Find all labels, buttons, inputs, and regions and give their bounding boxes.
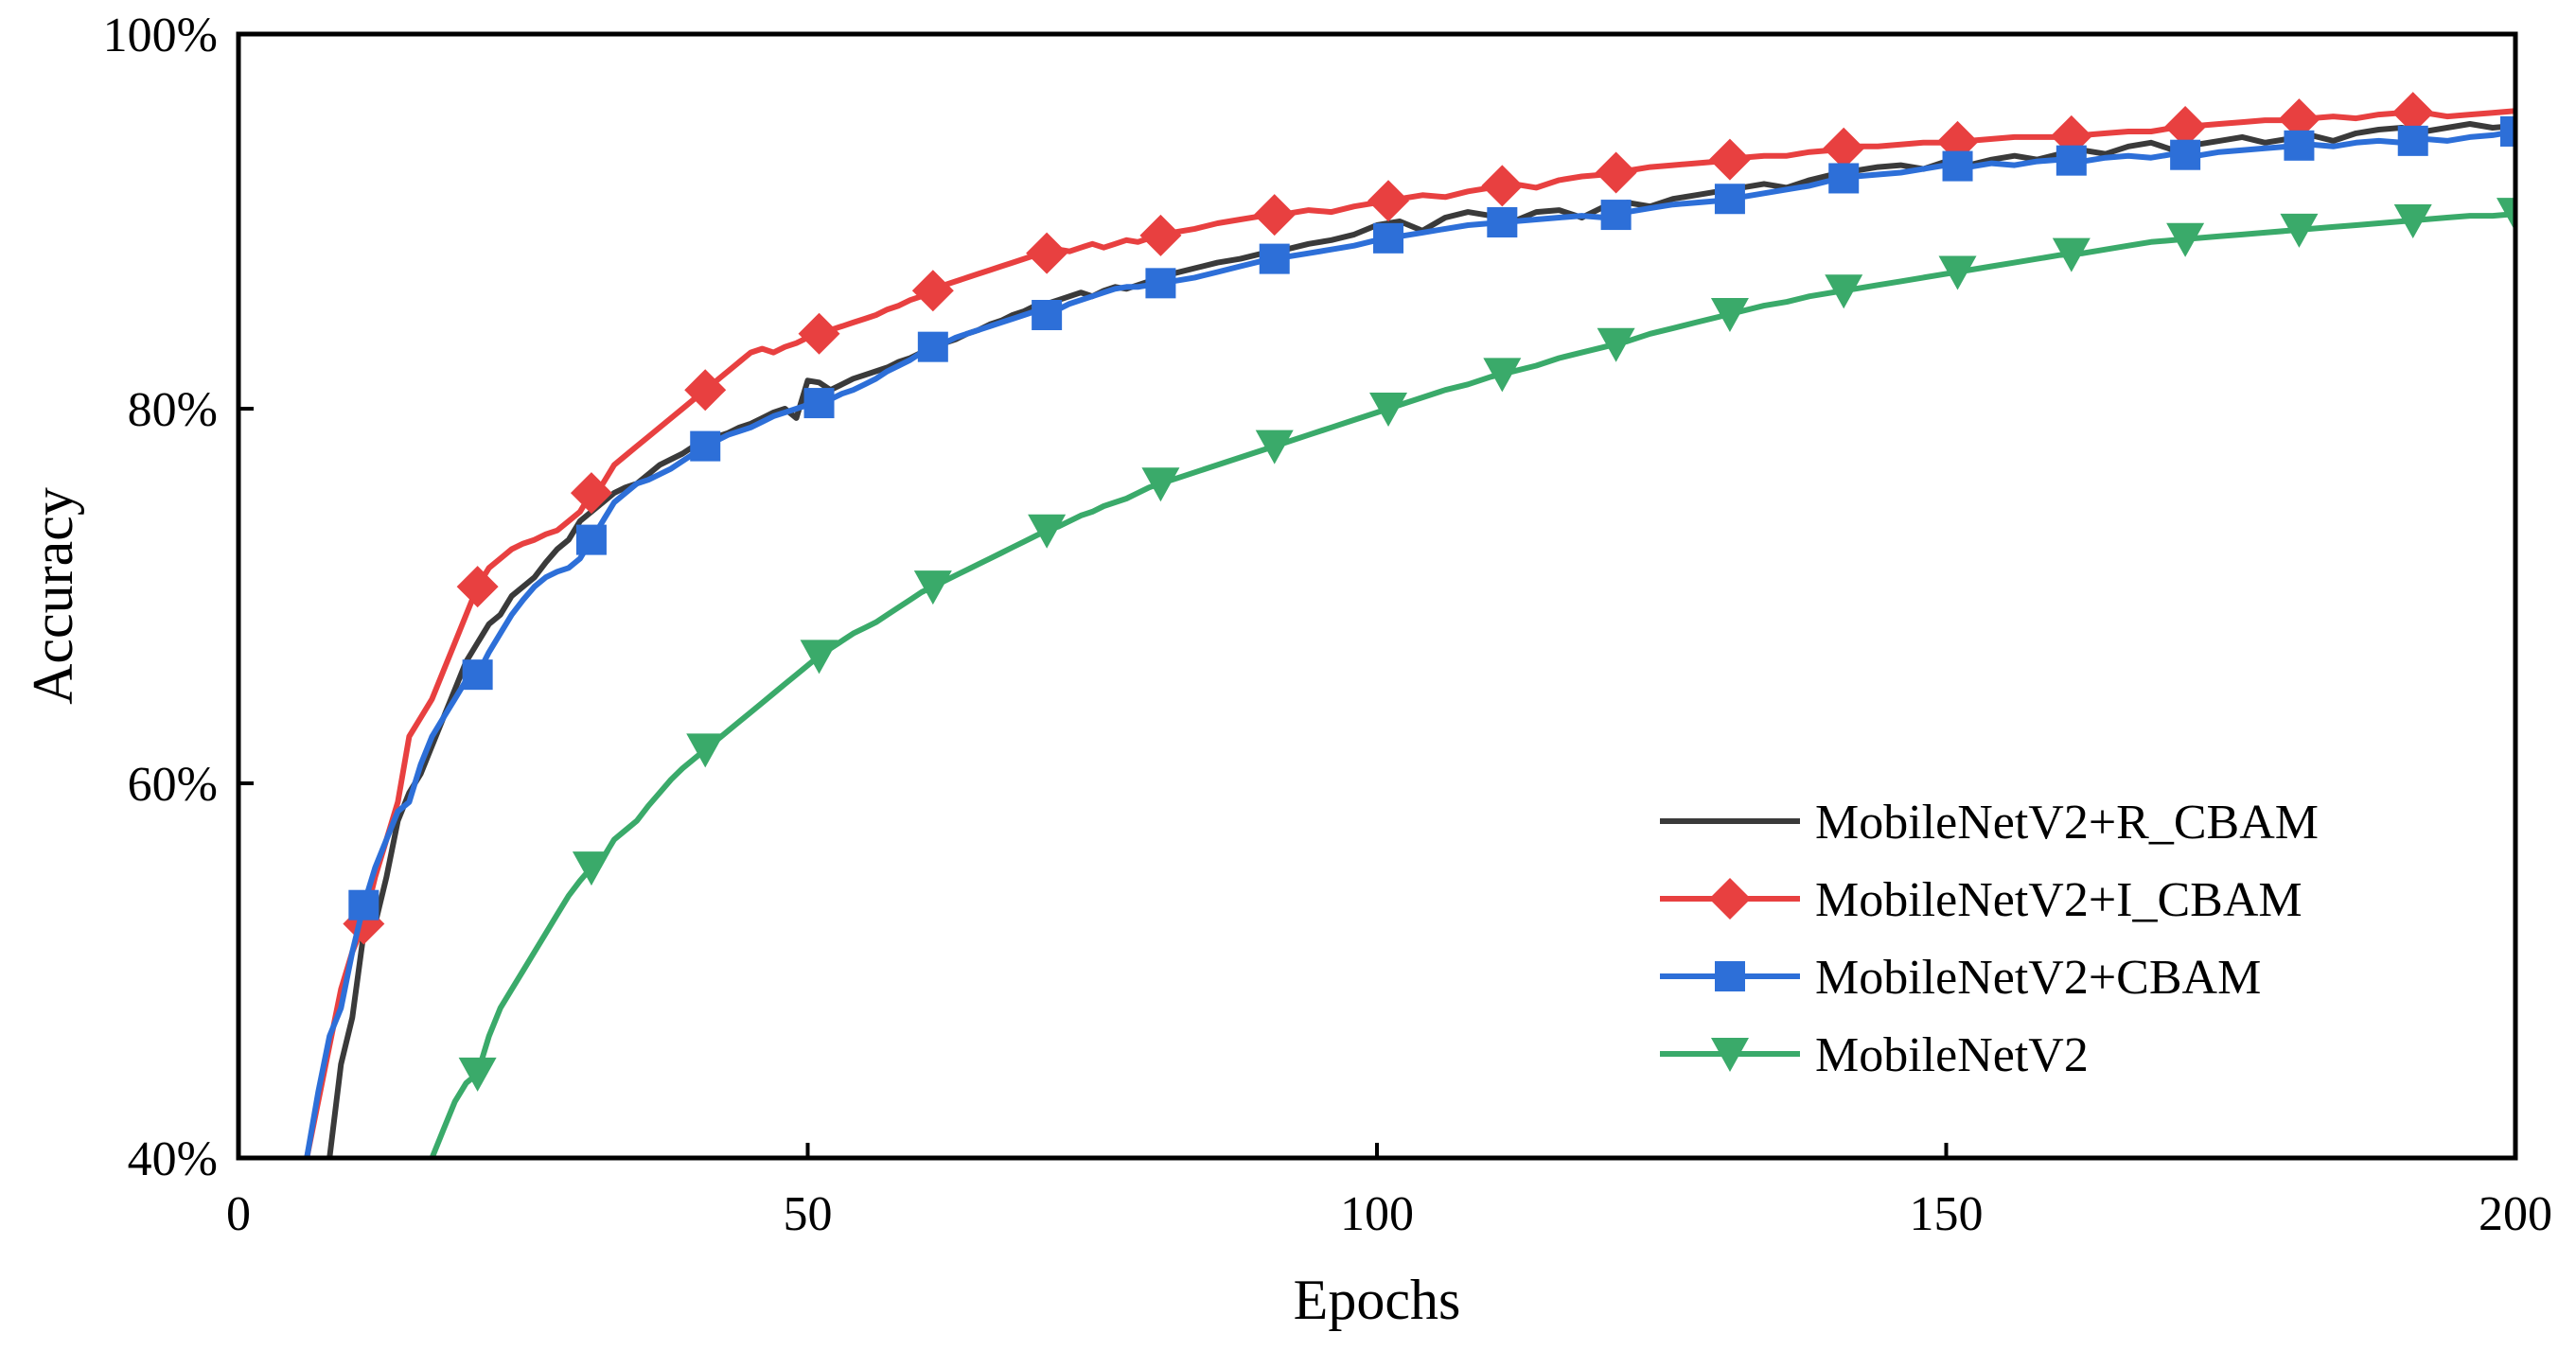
- data-point-mobilenetv2-cbam: [1487, 206, 1518, 237]
- legend-item-mobilenetv2-r-cbam: MobileNetV2+R_CBAM: [1660, 796, 2319, 850]
- x-tick-label: 50: [784, 1187, 833, 1241]
- legend-marker: [1709, 878, 1751, 920]
- data-point-mobilenetv2-cbam: [462, 659, 493, 691]
- data-point-mobilenetv2-i-cbam: [1708, 138, 1751, 181]
- data-point-mobilenetv2-cbam: [2170, 139, 2201, 170]
- data-point-mobilenetv2-cbam: [803, 388, 835, 419]
- data-point-mobilenetv2: [1710, 298, 1749, 333]
- y-tick-label: 100%: [103, 9, 218, 62]
- data-point-mobilenetv2-cbam: [2056, 145, 2087, 176]
- data-point-mobilenetv2-cbam: [1942, 150, 1973, 182]
- series-mobilenetv2-i-cbam: [304, 92, 2515, 1158]
- y-axis-ticks: 40% 60% 80% 100%: [103, 9, 254, 1186]
- series-line-mobilenetv2-cbam: [304, 129, 2515, 1158]
- legend-item-mobilenetv2: MobileNetV2: [1660, 1028, 2089, 1082]
- data-point-mobilenetv2-cbam: [1714, 184, 1745, 215]
- x-tick-label: 150: [1910, 1187, 1984, 1241]
- data-point-mobilenetv2-i-cbam: [798, 312, 840, 355]
- data-point-mobilenetv2-cbam: [1600, 200, 1632, 231]
- data-point-mobilenetv2: [1369, 393, 1408, 427]
- x-tick-label: 200: [2479, 1187, 2552, 1241]
- series-mobilenetv2-r-cbam: [326, 121, 2515, 1158]
- data-point-mobilenetv2: [1255, 430, 1294, 465]
- data-point-mobilenetv2: [686, 733, 725, 768]
- data-point-mobilenetv2-i-cbam: [684, 369, 727, 412]
- data-point-mobilenetv2: [913, 570, 952, 605]
- series-mobilenetv2: [429, 198, 2515, 1158]
- y-tick-label: 80%: [128, 383, 218, 437]
- data-point-mobilenetv2: [2052, 237, 2091, 272]
- data-point-mobilenetv2-i-cbam: [2164, 106, 2207, 149]
- data-point-mobilenetv2: [572, 851, 610, 886]
- data-point-mobilenetv2-i-cbam: [1026, 232, 1068, 274]
- data-point-mobilenetv2-cbam: [1145, 268, 1176, 299]
- data-point-mobilenetv2-i-cbam: [911, 270, 954, 312]
- data-point-mobilenetv2-cbam: [575, 524, 607, 555]
- series-line-mobilenetv2: [429, 211, 2515, 1158]
- data-point-mobilenetv2: [2497, 198, 2515, 233]
- data-point-mobilenetv2-i-cbam: [1823, 127, 1865, 169]
- data-point-mobilenetv2-cbam: [1032, 300, 1063, 330]
- series-layer: [304, 92, 2515, 1158]
- x-axis-ticks: 0 50 100 150 200: [226, 1143, 2552, 1241]
- data-point-mobilenetv2: [1141, 467, 1180, 502]
- legend-marker: [1715, 961, 1745, 991]
- data-point-mobilenetv2-cbam: [2284, 130, 2315, 161]
- data-point-mobilenetv2: [1597, 327, 1635, 362]
- y-axis-title: Accuracy: [22, 487, 84, 705]
- series-mobilenetv2-cbam: [304, 115, 2515, 1158]
- data-point-mobilenetv2: [1938, 255, 1977, 290]
- data-point-mobilenetv2-cbam: [1373, 222, 1404, 254]
- data-point-mobilenetv2-i-cbam: [456, 566, 499, 608]
- legend-item-mobilenetv2-cbam: MobileNetV2+CBAM: [1660, 951, 2261, 1005]
- series-line-mobilenetv2-i-cbam: [304, 108, 2515, 1158]
- x-axis-title: Epochs: [1294, 1269, 1461, 1331]
- legend-label: MobileNetV2+I_CBAM: [1815, 873, 2303, 927]
- data-point-mobilenetv2: [1028, 514, 1067, 549]
- data-point-mobilenetv2: [2393, 204, 2432, 239]
- data-point-mobilenetv2-cbam: [2397, 125, 2428, 156]
- x-tick-label: 0: [226, 1187, 251, 1241]
- data-point-mobilenetv2: [800, 640, 838, 675]
- legend-label: MobileNetV2+R_CBAM: [1815, 796, 2319, 850]
- y-tick-label: 60%: [128, 758, 218, 812]
- data-point-mobilenetv2-i-cbam: [1481, 165, 1524, 207]
- legend-label: MobileNetV2: [1815, 1028, 2089, 1082]
- data-point-mobilenetv2: [2166, 222, 2205, 257]
- legend-marker: [1711, 1038, 1749, 1072]
- data-point-mobilenetv2-i-cbam: [2391, 92, 2434, 134]
- data-point-mobilenetv2-cbam: [1828, 163, 1860, 194]
- data-point-mobilenetv2-i-cbam: [570, 472, 612, 515]
- data-point-mobilenetv2-i-cbam: [1253, 194, 1296, 237]
- data-point-mobilenetv2-i-cbam: [1367, 180, 1410, 222]
- series-line-mobilenetv2-r-cbam: [326, 121, 2515, 1158]
- legend-item-mobilenetv2-i-cbam: MobileNetV2+I_CBAM: [1660, 873, 2303, 927]
- data-point-mobilenetv2-i-cbam: [2278, 98, 2320, 141]
- legend: MobileNetV2+R_CBAM MobileNetV2+I_CBAM Mobi…: [1660, 796, 2319, 1082]
- data-point-mobilenetv2-cbam: [2500, 115, 2515, 147]
- data-point-mobilenetv2-cbam: [348, 889, 379, 920]
- data-point-mobilenetv2-cbam: [917, 331, 948, 362]
- data-point-mobilenetv2: [2280, 213, 2319, 248]
- data-point-mobilenetv2-i-cbam: [1139, 214, 1182, 256]
- data-point-mobilenetv2-i-cbam: [1595, 151, 1637, 194]
- data-point-mobilenetv2: [1825, 274, 1863, 309]
- legend-label: MobileNetV2+CBAM: [1815, 951, 2261, 1005]
- y-tick-label: 40%: [128, 1132, 218, 1186]
- data-point-mobilenetv2: [1483, 358, 1522, 393]
- x-tick-label: 100: [1340, 1187, 1414, 1241]
- data-point-mobilenetv2-cbam: [690, 430, 721, 462]
- data-point-mobilenetv2-cbam: [1259, 243, 1290, 274]
- data-point-mobilenetv2: [458, 1057, 497, 1092]
